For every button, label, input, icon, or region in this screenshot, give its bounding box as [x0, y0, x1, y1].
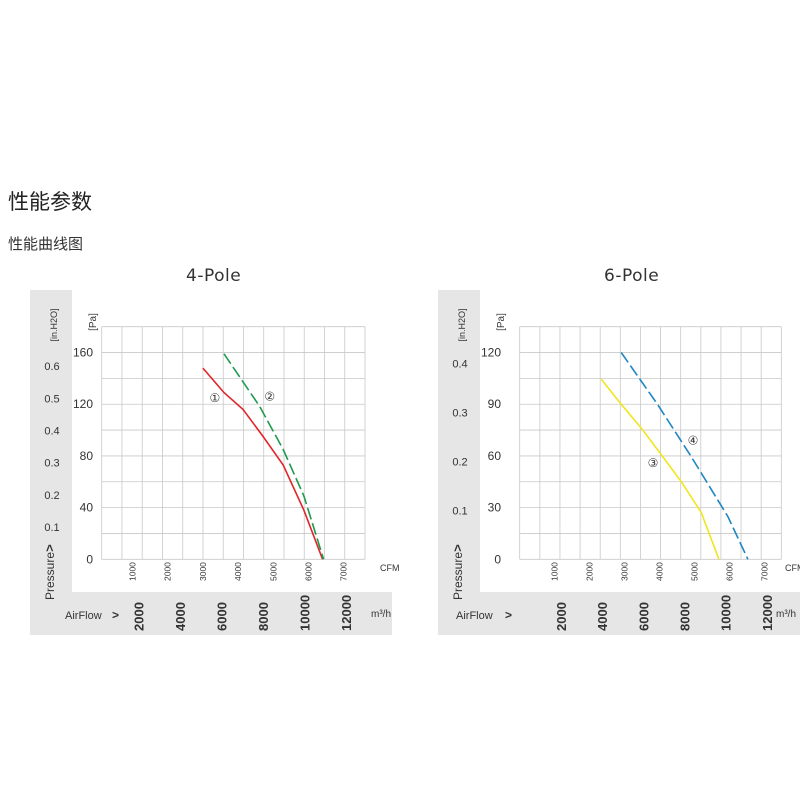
cfm-tick-label: 6000 [725, 562, 735, 581]
cfm-tick-label: 1000 [128, 562, 138, 581]
y-axis-arrow: > [450, 544, 465, 552]
inh2o-tick-label: 0.2 [452, 456, 467, 468]
series-label: ④ [688, 433, 699, 447]
section-heading: 性能参数 [8, 190, 92, 214]
cfm-tick-label: 3000 [198, 562, 208, 581]
cfm-tick-label: 6000 [304, 562, 314, 581]
pa-tick-label: 120 [481, 346, 501, 360]
series-label: ③ [648, 456, 659, 470]
inh2o-tick-label: 0.3 [452, 407, 467, 419]
cfm-tick-label: 2000 [585, 562, 595, 581]
inh2o-tick-label: 0.4 [44, 426, 59, 438]
cfm-tick-label: 4000 [233, 562, 243, 581]
pa-tick-label: 80 [80, 449, 94, 463]
x-axis-label: AirFlow [456, 610, 493, 622]
y-axis-label: Pressure [451, 552, 465, 600]
m3h-tick-label: 10000 [297, 595, 312, 631]
pa-tick-label: 30 [488, 501, 502, 515]
cfm-tick-label: 2000 [163, 562, 173, 581]
x-unit-m3h: m³/h [371, 609, 391, 620]
pa-tick-label: 120 [73, 397, 93, 411]
m3h-tick-label: 2000 [132, 602, 147, 631]
cfm-tick-label: 1000 [550, 562, 560, 581]
x-axis-arrow: > [112, 608, 119, 622]
m3h-tick-label: 10000 [719, 595, 734, 631]
x-unit-cfm: CFM [380, 563, 400, 573]
inh2o-tick-label: 0.6 [44, 361, 59, 373]
m3h-tick-label: 6000 [636, 602, 651, 631]
inh2o-tick-label: 0.4 [452, 358, 467, 370]
inh2o-tick-label: 0.1 [452, 505, 467, 517]
bottom-axis-panel [30, 592, 392, 635]
inh2o-tick-label: 0.1 [44, 522, 59, 534]
pa-tick-label: 90 [488, 397, 502, 411]
series-curve-1 [600, 378, 720, 560]
y-unit-pa: [Pa] [496, 313, 507, 331]
cfm-tick-label: 4000 [655, 562, 665, 581]
left-axis-panel [30, 290, 72, 635]
pa-tick-label: 160 [73, 346, 93, 360]
cfm-tick-label: 7000 [339, 562, 349, 581]
inh2o-tick-label: 0.5 [44, 393, 59, 405]
m3h-tick-label: 6000 [215, 602, 230, 631]
y-unit-inh2o: [in.H2O] [457, 308, 467, 341]
inh2o-tick-label: 0.2 [44, 490, 59, 502]
pa-tick-label: 60 [488, 449, 502, 463]
cfm-tick-label: 3000 [620, 562, 630, 581]
series-curve-2 [223, 353, 325, 560]
chart-4-pole: 0 40 80 120 160 0.1 0.2 0.3 0.4 0.5 0.6 [in.H2O] [Pa… [30, 290, 400, 635]
series-curve-2 [620, 352, 749, 560]
m3h-tick-label: 4000 [173, 602, 188, 631]
y-unit-inh2o: [in.H2O] [49, 308, 59, 341]
m3h-tick-label: 2000 [554, 602, 569, 631]
bottom-axis-panel [438, 592, 800, 635]
series-curve-1 [202, 367, 324, 560]
pa-tick-label: 40 [80, 501, 94, 515]
y-axis-label: Pressure [43, 552, 57, 600]
y-axis-arrow: > [42, 544, 57, 552]
pa-tick-label: 0 [86, 552, 93, 566]
left-axis-panel [438, 290, 480, 635]
m3h-tick-label: 8000 [678, 602, 693, 631]
x-axis-label: AirFlow [65, 610, 102, 622]
chart-6-pole: 0 30 60 90 120 0.1 0.2 0.3 0.4 [in.H2O] [Pa] Pressu… [438, 290, 800, 635]
y-unit-pa: [Pa] [88, 313, 99, 331]
x-unit-m3h: m³/h [776, 609, 796, 620]
m3h-tick-label: 12000 [339, 595, 354, 631]
x-unit-cfm: CFM [785, 563, 800, 573]
series-label: ① [209, 391, 220, 405]
x-axis-arrow: > [505, 608, 512, 622]
cfm-tick-label: 5000 [690, 562, 700, 581]
cfm-tick-label: 7000 [760, 562, 770, 581]
series-label: ② [264, 389, 275, 403]
chart-title-6-pole: 6-Pole [604, 266, 660, 286]
m3h-tick-label: 12000 [760, 595, 775, 631]
m3h-tick-label: 4000 [595, 602, 610, 631]
section-subheading: 性能曲线图 [8, 235, 84, 253]
pa-tick-label: 0 [494, 552, 501, 566]
m3h-tick-label: 8000 [256, 602, 271, 631]
cfm-tick-label: 5000 [268, 562, 278, 581]
chart-title-4-pole: 4-Pole [186, 266, 242, 286]
inh2o-tick-label: 0.3 [44, 458, 59, 470]
